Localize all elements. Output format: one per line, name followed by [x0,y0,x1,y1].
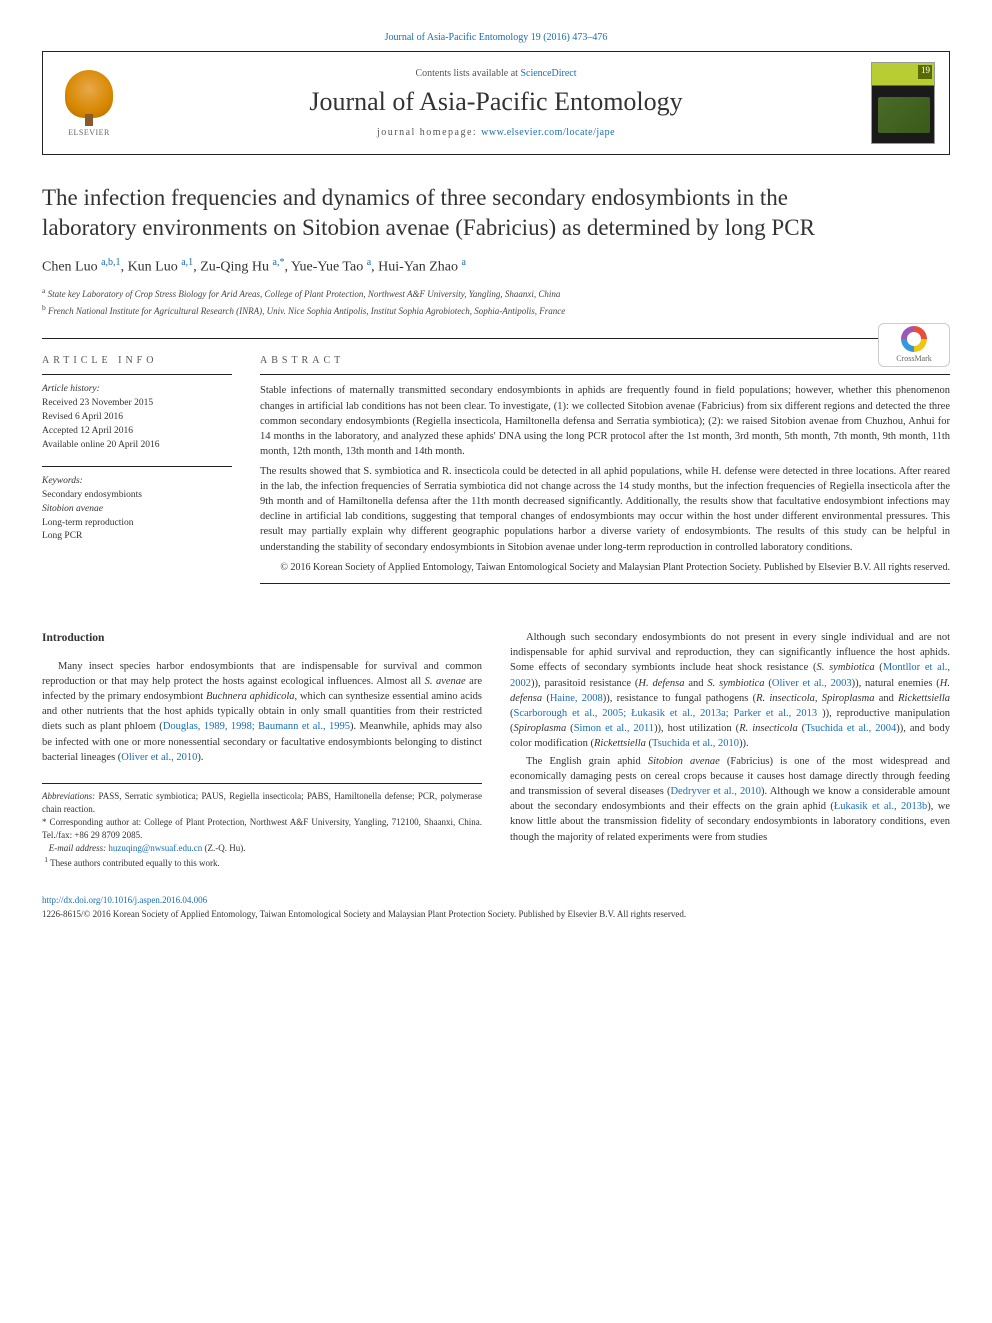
history-0: Received 23 November 2015 [42,397,232,411]
article-info-label: ARTICLE INFO [42,343,232,374]
crossmark-label: CrossMark [896,354,932,364]
history-2: Accepted 12 April 2016 [42,425,232,439]
keyword-1: Sitobion avenae [42,503,232,517]
corresp-label: * Corresponding author at: [42,817,141,827]
footnote-corresp: * Corresponding author at: College of Pl… [42,816,482,842]
right-column: Although such secondary endosymbionts do… [510,630,950,870]
crossmark-badge[interactable]: CrossMark [878,323,950,367]
affiliation-a-text: State key Laboratory of Crop Stress Biol… [48,289,561,299]
rule [42,338,950,339]
footnote-equal: 1 These authors contributed equally to t… [42,855,482,870]
keyword-3: Long PCR [42,530,232,544]
affiliation-b-text: French National Institute for Agricultur… [48,306,565,316]
history-label: Article history: [42,383,232,397]
running-header[interactable]: Journal of Asia-Pacific Entomology 19 (2… [42,32,950,43]
email-label: E-mail address: [49,843,106,853]
equal-text: These authors contributed equally to thi… [50,858,220,868]
homepage-prefix: journal homepage: [377,127,481,138]
affiliation-b: b French National Institute for Agricult… [42,302,950,319]
homepage-link[interactable]: www.elsevier.com/locate/jape [481,127,615,138]
journal-header: ELSEVIER Contents lists available at Sci… [42,51,950,155]
left-column: Introduction Many insect species harbor … [42,630,482,870]
author-list: Chen Luo a,b,1, Kun Luo a,1, Zu-Qing Hu … [42,257,950,276]
abstract-col: ABSTRACT Stable infections of maternally… [260,343,950,583]
email-owner: (Z.-Q. Hu). [204,843,245,853]
footnote-email: E-mail address: huzuqing@nwsuaf.edu.cn (… [42,842,482,855]
publisher-name: ELSEVIER [68,128,110,137]
intro-right-p2: The English grain aphid Sitobion avenae … [510,754,950,845]
intro-left-p1: Many insect species harbor endosymbionts… [42,659,482,766]
abstract-copyright: © 2016 Korean Society of Applied Entomol… [260,561,950,575]
history-1: Revised 6 April 2016 [42,411,232,425]
publisher-logo[interactable]: ELSEVIER [57,67,121,139]
history-3: Available online 20 April 2016 [42,439,232,453]
page: Journal of Asia-Pacific Entomology 19 (2… [0,0,992,953]
abstract-label: ABSTRACT [260,343,950,374]
journal-name: Journal of Asia-Pacific Entomology [141,87,851,117]
issn-line: 1226-8615/© 2016 Korean Society of Appli… [42,908,950,922]
journal-cover-thumb[interactable] [871,62,935,144]
intro-right-p1: Although such secondary endosymbionts do… [510,630,950,752]
sciencedirect-link[interactable]: ScienceDirect [520,68,576,79]
info-abstract-row: ARTICLE INFO Article history: Received 2… [42,343,950,583]
keyword-0: Secondary endosymbionts [42,489,232,503]
article-history: Article history: Received 23 November 20… [42,374,232,452]
footnote-abbrev: Abbreviations: PASS, Serratic symbiotica… [42,790,482,816]
cover-image-icon [878,97,930,133]
body-columns: Introduction Many insect species harbor … [42,630,950,870]
contents-prefix: Contents lists available at [415,68,520,79]
email-link[interactable]: huzuqing@nwsuaf.edu.cn [108,843,202,853]
homepage-line: journal homepage: www.elsevier.com/locat… [141,127,851,138]
article-title: The infection frequencies and dynamics o… [42,183,950,243]
keywords-block: Keywords: Secondary endosymbionts Sitobi… [42,466,232,544]
elsevier-tree-icon [65,70,113,118]
article-info-col: ARTICLE INFO Article history: Received 2… [42,343,232,583]
footnotes: Abbreviations: PASS, Serratic symbiotica… [42,783,482,870]
keywords-label: Keywords: [42,475,232,489]
keyword-2: Long-term reproduction [42,517,232,531]
contents-line: Contents lists available at ScienceDirec… [141,68,851,79]
affiliations: a State key Laboratory of Crop Stress Bi… [42,285,950,318]
abbrev-text: PASS, Serratic symbiotica; PAUS, Regiell… [42,791,482,814]
abstract-p2: The results showed that S. symbiotica an… [260,464,950,555]
crossmark-icon [901,326,927,352]
doi-link[interactable]: http://dx.doi.org/10.1016/j.aspen.2016.0… [42,895,207,905]
title-text: The infection frequencies and dynamics o… [42,185,815,240]
affiliation-a: a State key Laboratory of Crop Stress Bi… [42,285,950,302]
footer: http://dx.doi.org/10.1016/j.aspen.2016.0… [42,894,950,921]
abbrev-label: Abbreviations: [42,791,95,801]
intro-heading: Introduction [42,630,482,647]
abstract-p1: Stable infections of maternally transmit… [260,383,950,459]
rule [260,583,950,584]
header-center: Contents lists available at ScienceDirec… [121,68,871,138]
abstract-text: Stable infections of maternally transmit… [260,374,950,574]
